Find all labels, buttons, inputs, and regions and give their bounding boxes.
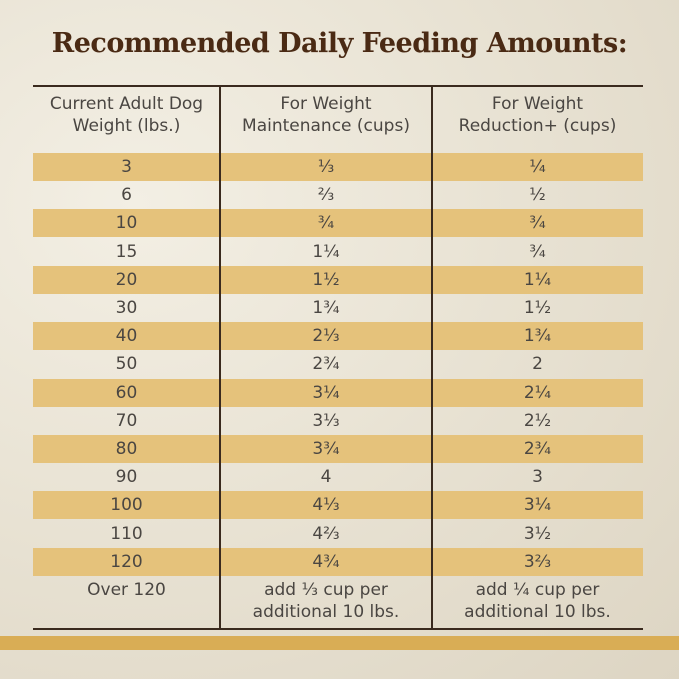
table-cell: ½ (529, 185, 546, 206)
table-cell: 3½ (523, 523, 552, 544)
table-cell: 1¼ (523, 269, 552, 290)
table-cell: 110 (110, 523, 143, 544)
table-cell: 2¼ (523, 382, 552, 403)
table-cell: 120 (110, 551, 143, 572)
row-band (33, 547, 643, 576)
table-cell: 1¾ (312, 298, 340, 318)
table-cell: 15 (115, 241, 138, 262)
table-cell: 4⅓ (312, 495, 340, 516)
table-cell: ¾ (529, 241, 546, 262)
rule (33, 628, 643, 630)
row-band (33, 153, 643, 181)
table-cell: 3¾ (312, 439, 340, 459)
table-cell: 1¾ (523, 326, 552, 347)
table-cell: ¼ (529, 157, 546, 177)
row-band (33, 265, 643, 294)
row-band (33, 209, 643, 238)
rule (33, 85, 643, 87)
row-band (33, 435, 643, 463)
footer-band (0, 636, 679, 650)
table-cell: 4¾ (312, 551, 340, 572)
table-cell: ⅔ (317, 185, 335, 206)
table-cell: ¾ (529, 213, 546, 234)
table-cell: 40 (115, 326, 138, 347)
table-cell: 4⅔ (312, 523, 340, 544)
table-cell: 2⅓ (312, 326, 340, 347)
table-cell: ⅓ (317, 157, 335, 177)
table-cell: 50 (115, 354, 138, 375)
table-cell: ¾ (317, 213, 335, 234)
table-cell: 3⅓ (312, 410, 340, 431)
table-cell: 70 (115, 410, 138, 431)
table-cell: 80 (115, 439, 138, 459)
table-cell: 3¼ (312, 382, 340, 403)
table-cell: 6 (121, 185, 132, 206)
column-divider (219, 85, 221, 630)
row-band (33, 322, 643, 351)
row-band (33, 378, 643, 407)
table-cell: 1½ (312, 269, 340, 290)
table-cell: 2 (532, 354, 543, 375)
row-band (33, 491, 643, 520)
table-cell: Over 120 (87, 580, 166, 600)
table-cell: 100 (110, 495, 143, 516)
header-cell: For Weight Reduction+ (cups) (458, 94, 617, 136)
header-cell: For Weight Maintenance (cups) (242, 94, 410, 136)
table-cell: add ⅓ cup per additional 10 lbs. (252, 580, 400, 622)
table-cell: 20 (115, 269, 138, 290)
table-cell: 10 (115, 213, 138, 234)
table-cell: 90 (115, 467, 138, 488)
table-cell: 60 (115, 382, 138, 403)
title: Recommended Daily Feeding Amounts: (51, 28, 628, 59)
table-cell: 3¼ (523, 495, 552, 516)
table-cell: 30 (115, 298, 138, 318)
table-cell: 3 (121, 157, 132, 177)
table-cell: 2¾ (312, 354, 340, 375)
header-cell: Current Adult Dog Weight (lbs.) (49, 94, 204, 136)
column-divider (431, 85, 433, 630)
table-cell: 1½ (523, 298, 552, 318)
table-cell: 3 (532, 467, 543, 488)
table-cell: 2¾ (523, 439, 552, 459)
table-cell: 3⅔ (523, 551, 552, 572)
table-cell: 2½ (523, 410, 552, 431)
table-cell: add ¼ cup per additional 10 lbs. (464, 580, 611, 622)
table-cell: 4 (320, 467, 332, 488)
table-cell: 1¼ (312, 241, 340, 262)
